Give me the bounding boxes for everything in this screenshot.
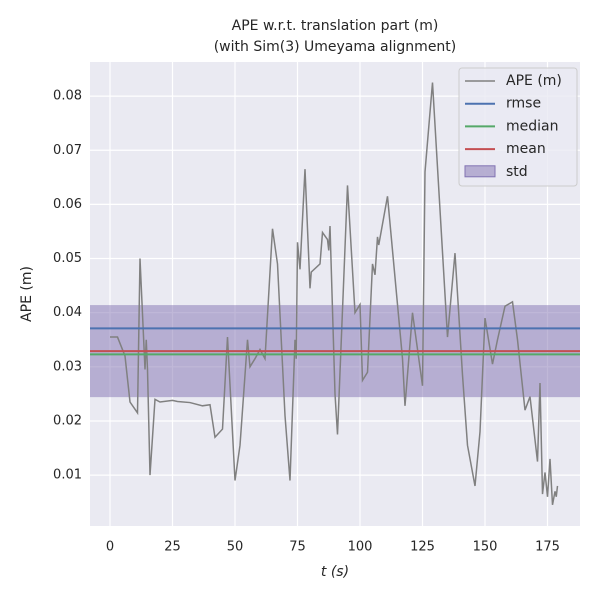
y-tick-label: 0.02 (53, 413, 82, 428)
ape-line (110, 82, 559, 506)
legend-label: std (506, 164, 528, 180)
x-tick-label: 100 (348, 540, 373, 555)
y-tick-label: 0.08 (53, 89, 82, 104)
x-tick-label: 175 (535, 540, 560, 555)
y-tick-label: 0.04 (53, 305, 82, 320)
y-axis-label: APE (m) (19, 266, 35, 322)
y-tick-label: 0.06 (53, 197, 82, 212)
x-axis-label: t (s) (321, 564, 349, 580)
legend-label: median (506, 118, 558, 134)
chart-subtitle: (with Sim(3) Umeyama alignment) (214, 39, 457, 55)
x-tick-label: 25 (164, 540, 181, 555)
legend-label: APE (m) (506, 73, 562, 89)
legend-swatch (464, 165, 496, 178)
plot (90, 62, 580, 526)
legend-label: mean (506, 141, 546, 157)
chart-title: APE w.r.t. translation part (m) (232, 18, 439, 34)
x-tick-label: 75 (289, 540, 306, 555)
y-tick-label: 0.01 (53, 468, 82, 483)
x-tick-label: 0 (106, 540, 114, 555)
y-tick-label: 0.03 (53, 359, 82, 374)
x-tick-label: 50 (227, 540, 244, 555)
y-tick-label: 0.05 (53, 251, 82, 266)
x-tick-label: 150 (473, 540, 498, 555)
legend-box (458, 67, 578, 187)
x-tick-label: 125 (410, 540, 435, 555)
y-tick-label: 0.07 (53, 143, 82, 158)
legend-label: rmse (506, 96, 541, 112)
